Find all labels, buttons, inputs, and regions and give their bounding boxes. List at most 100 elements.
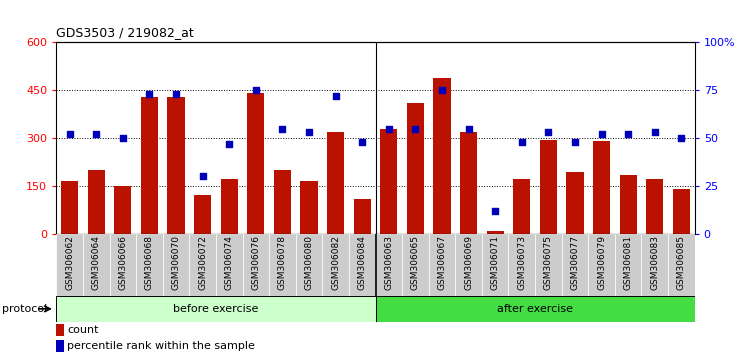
Text: count: count xyxy=(68,325,99,336)
Text: protocol: protocol xyxy=(2,304,47,314)
Bar xyxy=(615,234,641,296)
Bar xyxy=(83,234,110,296)
Point xyxy=(197,173,209,179)
Bar xyxy=(56,296,376,322)
Bar xyxy=(163,234,189,296)
Bar xyxy=(167,97,185,234)
Point xyxy=(143,91,155,97)
Point xyxy=(170,91,182,97)
Bar xyxy=(482,234,508,296)
Text: after exercise: after exercise xyxy=(497,304,573,314)
Text: GSM306075: GSM306075 xyxy=(544,235,553,291)
Bar xyxy=(56,234,83,296)
Bar xyxy=(56,340,65,353)
Bar xyxy=(243,234,269,296)
Bar xyxy=(189,234,216,296)
Bar xyxy=(673,189,690,234)
Point xyxy=(330,93,342,99)
Bar xyxy=(429,234,455,296)
Bar xyxy=(274,170,291,234)
Point xyxy=(64,131,76,137)
Point xyxy=(356,139,368,145)
Text: GSM306064: GSM306064 xyxy=(92,235,101,290)
Bar xyxy=(140,97,158,234)
Text: GSM306077: GSM306077 xyxy=(571,235,580,291)
Point xyxy=(436,87,448,93)
Bar xyxy=(593,141,611,234)
Bar xyxy=(61,181,78,234)
Text: GSM306076: GSM306076 xyxy=(252,235,261,291)
Text: GSM306069: GSM306069 xyxy=(464,235,473,291)
Bar xyxy=(668,234,695,296)
Point xyxy=(223,141,235,147)
Bar xyxy=(349,234,376,296)
Bar xyxy=(646,179,663,234)
Bar xyxy=(402,234,429,296)
Text: GSM306084: GSM306084 xyxy=(357,235,366,290)
Point xyxy=(675,135,687,141)
Point xyxy=(90,131,102,137)
Point xyxy=(250,87,262,93)
Bar xyxy=(376,296,695,322)
Text: GDS3503 / 219082_at: GDS3503 / 219082_at xyxy=(56,26,194,39)
Bar xyxy=(269,234,296,296)
Point xyxy=(463,126,475,131)
Point xyxy=(117,135,129,141)
Text: GSM306071: GSM306071 xyxy=(490,235,499,291)
Bar xyxy=(433,78,451,234)
Text: GSM306067: GSM306067 xyxy=(438,235,447,291)
Bar xyxy=(380,129,397,234)
Bar xyxy=(136,234,163,296)
Point xyxy=(516,139,528,145)
Bar xyxy=(221,179,238,234)
Bar xyxy=(216,234,243,296)
Point xyxy=(383,126,395,131)
Bar xyxy=(460,132,477,234)
Text: GSM306066: GSM306066 xyxy=(119,235,128,291)
Text: GSM306078: GSM306078 xyxy=(278,235,287,291)
Text: percentile rank within the sample: percentile rank within the sample xyxy=(68,341,255,352)
Point xyxy=(276,126,288,131)
Bar xyxy=(487,231,504,234)
Text: GSM306070: GSM306070 xyxy=(171,235,180,291)
Bar xyxy=(508,234,535,296)
Point xyxy=(409,126,421,131)
Bar xyxy=(110,234,136,296)
Bar xyxy=(327,132,344,234)
Bar xyxy=(535,234,562,296)
Point xyxy=(622,131,634,137)
Bar xyxy=(540,140,557,234)
Text: GSM306063: GSM306063 xyxy=(385,235,394,291)
Bar xyxy=(322,234,349,296)
Text: before exercise: before exercise xyxy=(173,304,258,314)
Text: GSM306083: GSM306083 xyxy=(650,235,659,291)
Text: GSM306062: GSM306062 xyxy=(65,235,74,290)
Bar xyxy=(562,234,588,296)
Text: GSM306079: GSM306079 xyxy=(597,235,606,291)
Text: GSM306082: GSM306082 xyxy=(331,235,340,290)
Text: GSM306065: GSM306065 xyxy=(411,235,420,291)
Bar xyxy=(566,172,584,234)
Bar xyxy=(354,199,371,234)
Text: GSM306072: GSM306072 xyxy=(198,235,207,290)
Bar xyxy=(641,234,668,296)
Bar xyxy=(194,195,211,234)
Text: GSM306073: GSM306073 xyxy=(517,235,526,291)
Point xyxy=(596,131,608,137)
Bar xyxy=(407,103,424,234)
Text: GSM306080: GSM306080 xyxy=(304,235,313,291)
Point xyxy=(303,130,315,135)
Bar xyxy=(513,179,530,234)
Bar xyxy=(56,324,65,336)
Point xyxy=(542,130,554,135)
Point xyxy=(489,208,501,213)
Bar xyxy=(114,186,131,234)
Point xyxy=(569,139,581,145)
Text: GSM306068: GSM306068 xyxy=(145,235,154,291)
Bar xyxy=(376,234,402,296)
Bar xyxy=(455,234,482,296)
Bar xyxy=(588,234,615,296)
Text: GSM306074: GSM306074 xyxy=(225,235,234,290)
Bar xyxy=(247,93,264,234)
Point xyxy=(649,130,661,135)
